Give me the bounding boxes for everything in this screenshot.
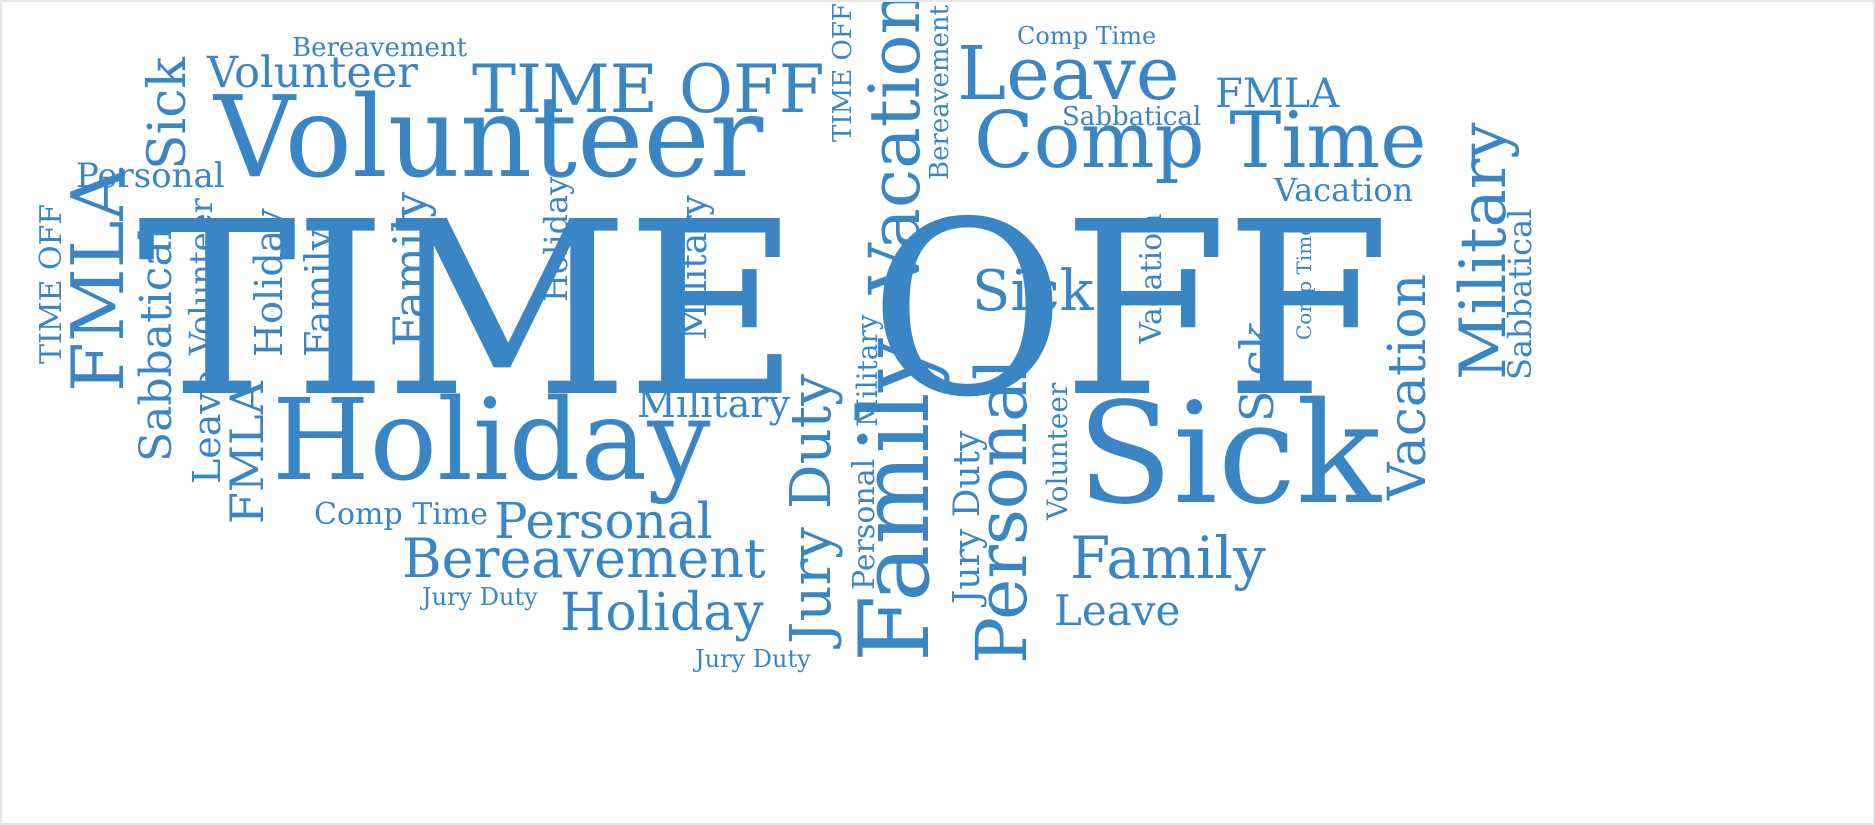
word-volunteer-large: Volunteer <box>214 73 764 203</box>
word-sick-circle: Sick <box>972 259 1094 324</box>
word-comp-time-large: Comp Time <box>974 96 1427 186</box>
word-time-off-vertical-left: TIME OFF <box>34 203 69 364</box>
word-sick-large: Sick <box>1077 373 1381 536</box>
word-comp-time-bottom: Comp Time <box>314 497 489 532</box>
word-personal-bottom: Personal <box>494 492 713 550</box>
word-military-center: Military <box>637 382 790 426</box>
word-vacation-right: Vacation <box>1274 171 1414 209</box>
word-bereavement-top: Bereavement <box>292 33 468 63</box>
word-volunteer-vertical-small: Volunteer <box>1041 382 1074 520</box>
word-jury-duty-vertical-right: Jury Duty <box>947 430 988 604</box>
word-military-vertical-small: Military <box>851 314 884 427</box>
word-time-off-medium: TIME OFF <box>472 51 825 128</box>
word-sabbatical-vertical-left: Sabbatical <box>131 226 182 462</box>
word-vacation-vertical-top: Vacation <box>854 0 936 294</box>
word-jury-duty-bottom: Jury Duty <box>695 645 811 673</box>
word-sabbatical-vertical-right: Sabbatical <box>1501 208 1539 380</box>
word-time-off-large: TIME OFF <box>137 170 1391 450</box>
word-leave-bottom-right: Leave <box>1054 586 1181 635</box>
word-comp-time-top: Comp Time <box>1017 22 1157 50</box>
word-personal-left: Personal <box>76 156 225 196</box>
word-sick-vertical-top: Sick <box>138 57 198 170</box>
word-personal-vertical-small: Personal <box>847 458 882 590</box>
word-holiday-large: Holiday <box>272 376 711 506</box>
word-vacation-vertical-right: Vacation <box>1378 273 1438 500</box>
word-sabbatical-top: Sabbatical <box>1062 102 1202 132</box>
word-fmla-vertical-left: FMLA <box>56 168 140 393</box>
word-sick-vertical-right: Sick <box>1230 322 1284 422</box>
word-holiday-vertical-center: Holiday <box>537 176 575 302</box>
word-leave-medium: Leave <box>957 31 1180 117</box>
word-volunteer-small: Volunteer <box>207 48 418 98</box>
word-family-bottom-right: Family <box>1070 524 1266 592</box>
word-volunteer-vertical-left: Volunteer <box>182 198 220 355</box>
word-bereavement-bottom: Bereavement <box>402 527 766 590</box>
word-comp-time-vertical-right: Comp Time <box>1292 223 1316 340</box>
word-military-vertical-center: Military <box>674 195 715 340</box>
word-jury-duty-bottom-left: Jury Duty <box>422 583 538 611</box>
word-family-vertical-left: Family <box>297 228 341 357</box>
word-jury-duty-vertical-center: Jury Duty <box>779 374 844 644</box>
word-holiday-vertical-left: Holiday <box>247 208 291 357</box>
word-vacation-vertical-center-right: Vacation <box>1134 213 1169 344</box>
word-bereavement-vertical-top: Bereavement <box>925 4 955 180</box>
word-fmla-top-right: FMLA <box>1215 71 1340 117</box>
word-time-off-vertical-top: TIME OFF <box>828 3 858 142</box>
word-holiday-bottom: Holiday <box>560 583 764 643</box>
word-family-vertical-center-left: Family <box>383 191 437 347</box>
word-fmla-vertical-lower: FMLA <box>220 381 274 524</box>
